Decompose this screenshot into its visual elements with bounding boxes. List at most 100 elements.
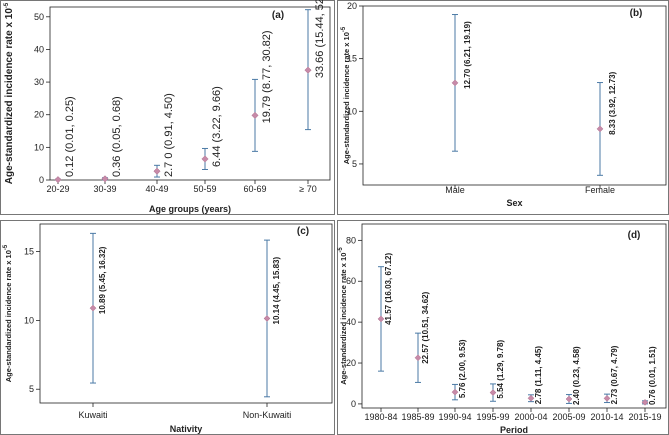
y-axis-label-main: Age-standardized incidence rate x 10 bbox=[339, 253, 348, 385]
panel-label: (c) bbox=[297, 226, 309, 237]
y-tick-label: 20 bbox=[347, 1, 357, 11]
plot-area bbox=[39, 223, 333, 404]
data-point bbox=[451, 388, 459, 396]
x-axis-label: Period bbox=[500, 425, 528, 435]
data-point bbox=[304, 66, 312, 74]
x-tick-label: 30-39 bbox=[93, 184, 116, 194]
y-tick-label: 10 bbox=[347, 106, 357, 116]
data-label: 5.54 (1.29, 9.78) bbox=[496, 340, 505, 399]
y-tick-label: 5 bbox=[29, 384, 34, 394]
x-tick-label: Female bbox=[585, 185, 615, 195]
x-tick-label: 2015-19 bbox=[628, 412, 661, 422]
data-point bbox=[377, 315, 385, 323]
panel-d: (d) 0 20 40 60 80 1980-84 1985-89 1990-94 1995-99… bbox=[337, 220, 669, 435]
data-label: 33.66 (15.44, 52.18) bbox=[314, 0, 326, 78]
data-point bbox=[201, 155, 209, 163]
data-label: 8.33 (3.92, 12.73) bbox=[608, 71, 617, 134]
y-axis-label: Age-standardized incidence rate x 10-5 bbox=[338, 247, 348, 385]
x-tick-label: 1990-94 bbox=[438, 412, 471, 422]
y-axis-label-main: Age-standardized incidence rate x 10 bbox=[4, 8, 15, 185]
data-label: 41.57 (16.03, 67.12) bbox=[384, 253, 393, 325]
y-tick-label: 10 bbox=[34, 142, 44, 152]
panel-b: (b) 5 10 15 20 Male Female Sex Age-standardized … bbox=[337, 0, 669, 215]
y-tick-label: 0 bbox=[351, 399, 356, 409]
x-tick-label: 1980-84 bbox=[364, 412, 397, 422]
data-label: 2.7 0 (0.91, 4.50) bbox=[163, 93, 175, 177]
data-point bbox=[54, 176, 62, 184]
x-axis-label: Sex bbox=[506, 198, 522, 208]
data-point bbox=[603, 394, 611, 402]
data-point bbox=[414, 354, 422, 362]
x-tick-label: 50-59 bbox=[193, 184, 216, 194]
data-label: 6.44 (3.22, 9.66) bbox=[211, 86, 223, 167]
x-tick-label: 20-29 bbox=[46, 184, 69, 194]
data-point bbox=[641, 399, 649, 406]
x-tick-label: 60-69 bbox=[243, 184, 266, 194]
panel-label: (b) bbox=[630, 8, 643, 19]
y-tick-label: 5 bbox=[352, 159, 357, 169]
y-axis-label-exponent: -5 bbox=[4, 2, 10, 8]
data-point bbox=[89, 304, 97, 312]
x-tick-label: Non-Kuwaiti bbox=[243, 410, 292, 420]
y-tick-label: 60 bbox=[346, 276, 356, 286]
y-tick-label: 40 bbox=[346, 317, 356, 327]
y-axis-label-exponent: -5 bbox=[338, 247, 344, 253]
y-axis-label-exponent: -5 bbox=[341, 26, 347, 32]
x-tick-label: Kuwaiti bbox=[78, 410, 107, 420]
x-axis-label: Nativity bbox=[170, 424, 203, 434]
data-point bbox=[596, 125, 604, 133]
x-axis-label: Age groups (years) bbox=[149, 204, 231, 214]
data-label: 10.14 (4.45, 15.83) bbox=[272, 257, 281, 325]
data-point bbox=[527, 394, 535, 402]
y-tick-label: 20 bbox=[34, 110, 44, 120]
panel-label: (d) bbox=[628, 230, 641, 241]
x-tick-label: Male bbox=[445, 185, 465, 195]
data-point bbox=[101, 175, 109, 183]
y-axis-label-main: Age-standardized incidence rate x 10 bbox=[4, 250, 13, 382]
data-point bbox=[153, 167, 161, 175]
x-tick-label: ≥ 70 bbox=[299, 184, 316, 194]
x-tick-label: 2005-09 bbox=[552, 412, 585, 422]
data-label: 10.89 (5.45, 16.32) bbox=[98, 246, 107, 314]
data-label: 2.40 (0.23, 4.58) bbox=[572, 346, 581, 405]
data-label: 5.76 (2.00, 9.53) bbox=[458, 339, 467, 398]
plot-area bbox=[362, 5, 667, 186]
panel-a: (a) 0 10 20 30 40 50 20-29 30-39 40-49 50-59 60-69 ≥… bbox=[0, 0, 335, 215]
y-axis-label-exponent: -5 bbox=[3, 244, 9, 250]
x-tick-label: 2010-14 bbox=[590, 412, 623, 422]
y-tick-label: 20 bbox=[346, 358, 356, 368]
x-tick-label: 2000-04 bbox=[514, 412, 547, 422]
data-label: 2.73 (0.67, 4.79) bbox=[610, 345, 619, 404]
panel-c: (c) 5 10 15 Kuwaiti Non-Kuwaiti Nativity Age-st… bbox=[0, 220, 335, 435]
data-point bbox=[263, 315, 271, 322]
y-tick-label: 0 bbox=[39, 175, 44, 185]
plot-area bbox=[49, 6, 331, 181]
x-tick-label: 1985-89 bbox=[401, 412, 434, 422]
panel-border bbox=[0, 0, 335, 215]
data-label: 19.79 (8.77, 30.82) bbox=[261, 30, 273, 123]
x-tick-label: 40-49 bbox=[145, 184, 168, 194]
y-tick-label: 15 bbox=[347, 54, 357, 64]
y-tick-label: 15 bbox=[24, 247, 34, 257]
panel-label: (a) bbox=[272, 10, 284, 21]
data-label: 0.76 (0.01, 1.51) bbox=[648, 346, 657, 405]
y-axis-label: Age-standardized incidence rate x 10-5 bbox=[341, 26, 351, 164]
data-label: 12.70 (6.21, 19.19) bbox=[463, 21, 472, 89]
y-axis-label: Age-standardized incidence rate x 10-5 bbox=[3, 244, 13, 382]
y-tick-label: 40 bbox=[34, 44, 44, 54]
y-tick-label: 30 bbox=[34, 77, 44, 87]
data-point bbox=[251, 111, 259, 119]
y-axis-label: Age-standardized incidence rate x 10-5 bbox=[4, 2, 15, 184]
x-tick-label: 1995-99 bbox=[476, 412, 509, 422]
data-label: 2.78 (1.11, 4.45) bbox=[534, 346, 543, 405]
y-tick-label: 10 bbox=[24, 315, 34, 325]
plot-area bbox=[361, 223, 667, 409]
data-point bbox=[565, 395, 573, 403]
data-label: 22.57 (10.51, 34.62) bbox=[421, 291, 430, 363]
data-label: 0.36 (0.05, 0.68) bbox=[111, 96, 123, 177]
data-label: 0.12 (0.01, 0.25) bbox=[64, 96, 76, 177]
data-point bbox=[451, 79, 459, 87]
data-point bbox=[489, 389, 497, 396]
y-tick-label: 80 bbox=[346, 235, 356, 245]
